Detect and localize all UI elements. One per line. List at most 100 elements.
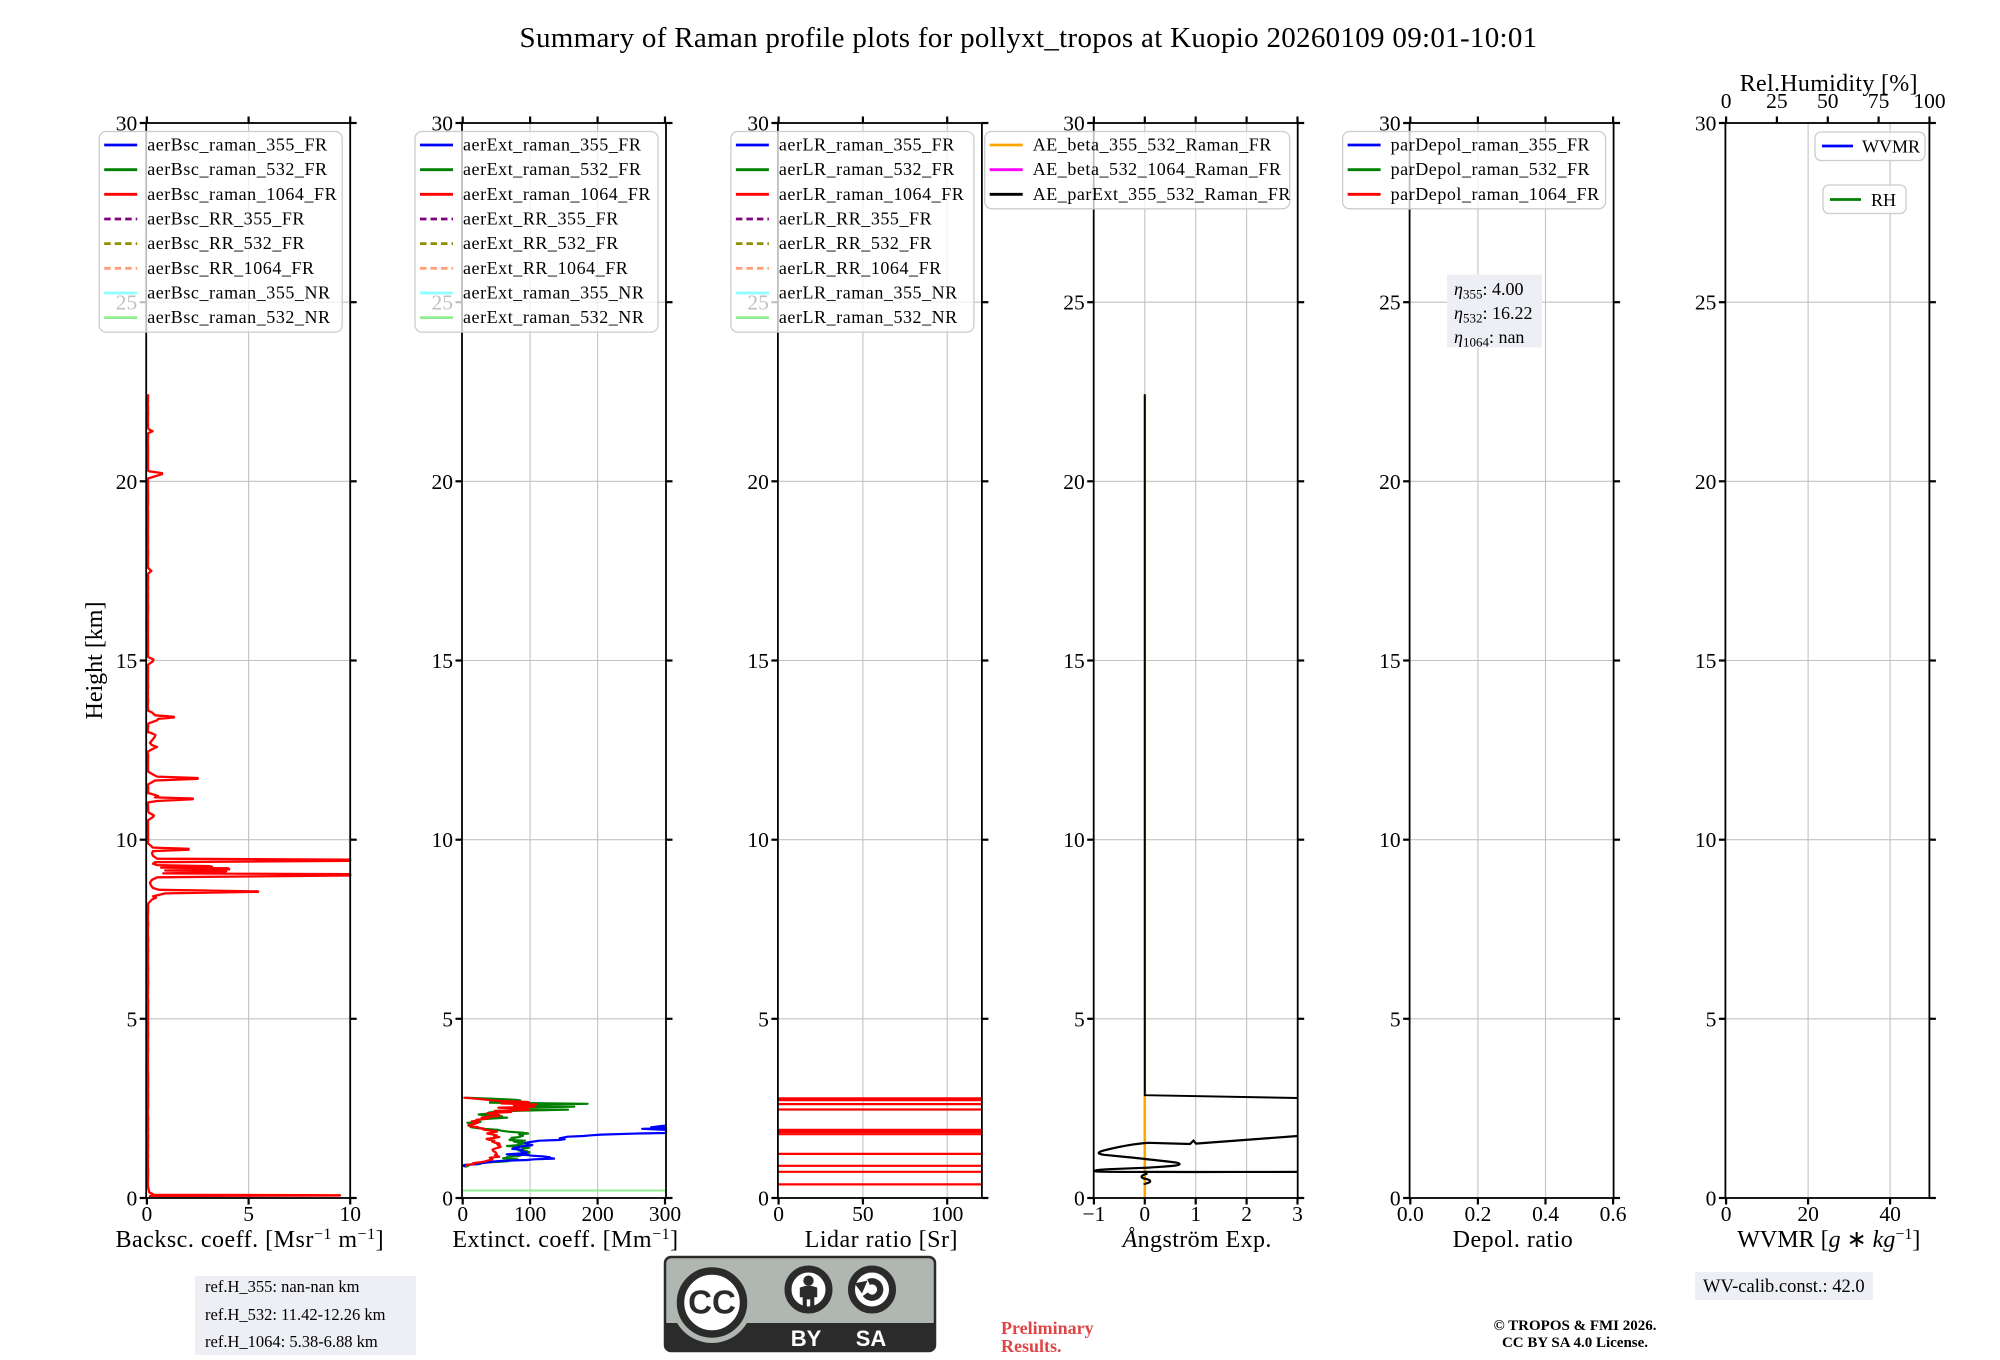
svg-text:aerBsc_RR_355_FR: aerBsc_RR_355_FR (147, 209, 305, 229)
svg-text:0: 0 (1721, 1202, 1732, 1226)
svg-text:1: 1 (1190, 1202, 1201, 1226)
svg-text:aerLR_raman_1064_FR: aerLR_raman_1064_FR (779, 184, 964, 204)
svg-text:aerBsc_RR_532_FR: aerBsc_RR_532_FR (147, 233, 305, 253)
svg-text:η1064: nan: η1064: nan (1454, 327, 1524, 350)
svg-text:5: 5 (442, 1007, 453, 1031)
svg-text:10: 10 (1379, 828, 1401, 852)
svg-text:20: 20 (432, 470, 454, 494)
svg-text:aerBsc_raman_355_FR: aerBsc_raman_355_FR (147, 135, 327, 155)
svg-text:0.2: 0.2 (1464, 1202, 1491, 1226)
svg-text:40: 40 (1879, 1202, 1901, 1226)
svg-text:5: 5 (1706, 1007, 1717, 1031)
svg-text:0: 0 (773, 1202, 784, 1226)
svg-text:20: 20 (116, 470, 138, 494)
svg-text:30: 30 (432, 112, 454, 136)
svg-text:0: 0 (1721, 89, 1732, 113)
svg-text:parDepol_raman_355_FR: parDepol_raman_355_FR (1391, 135, 1591, 155)
svg-text:20: 20 (1695, 470, 1717, 494)
svg-text:100: 100 (1913, 89, 1945, 113)
svg-text:5: 5 (243, 1202, 254, 1226)
svg-text:15: 15 (1695, 649, 1717, 673)
svg-text:15: 15 (747, 649, 769, 673)
svg-text:WV-calib.const.: 42.0: WV-calib.const.: 42.0 (1703, 1277, 1865, 1297)
svg-text:Rel.Humidity [%]: Rel.Humidity [%] (1740, 71, 1918, 97)
svg-text:50: 50 (852, 1202, 874, 1226)
svg-text:ref.H_532: 11.42-12.26 km: ref.H_532: 11.42-12.26 km (205, 1305, 386, 1324)
svg-text:aerLR_raman_532_NR: aerLR_raman_532_NR (779, 307, 958, 327)
svg-text:15: 15 (1379, 649, 1401, 673)
svg-text:0: 0 (1706, 1187, 1717, 1211)
svg-text:parDepol_raman_1064_FR: parDepol_raman_1064_FR (1391, 184, 1600, 204)
svg-text:30: 30 (1063, 112, 1085, 136)
svg-text:aerExt_RR_355_FR: aerExt_RR_355_FR (463, 209, 619, 229)
svg-text:aerBsc_raman_355_NR: aerBsc_raman_355_NR (147, 283, 330, 303)
svg-text:0.6: 0.6 (1600, 1202, 1627, 1226)
svg-text:aerExt_raman_355_NR: aerExt_raman_355_NR (463, 283, 644, 303)
svg-text:Summary of Raman profile plots: Summary of Raman profile plots for polly… (520, 22, 1538, 54)
svg-text:WVMR: WVMR (1862, 137, 1920, 157)
svg-text:2: 2 (1241, 1202, 1252, 1226)
svg-text:25: 25 (1766, 89, 1788, 113)
svg-text:0: 0 (442, 1187, 453, 1211)
svg-text:aerLR_RR_355_FR: aerLR_RR_355_FR (779, 209, 932, 229)
svg-text:0: 0 (1390, 1187, 1401, 1211)
svg-text:10: 10 (116, 828, 138, 852)
svg-text:5: 5 (1390, 1007, 1401, 1031)
svg-text:30: 30 (747, 112, 769, 136)
svg-text:aerExt_raman_532_FR: aerExt_raman_532_FR (463, 159, 641, 179)
svg-text:30: 30 (116, 112, 138, 136)
svg-text:aerBsc_RR_1064_FR: aerBsc_RR_1064_FR (147, 258, 314, 278)
svg-text:20: 20 (1379, 470, 1401, 494)
svg-text:ref.H_1064: 5.38-6.88 km: ref.H_1064: 5.38-6.88 km (205, 1332, 378, 1351)
svg-text:Extinct. coeff. [Mm−1]: Extinct. coeff. [Mm−1] (452, 1226, 678, 1254)
svg-text:Preliminary: Preliminary (1001, 1318, 1094, 1338)
svg-text:20: 20 (747, 470, 769, 494)
svg-text:10: 10 (747, 828, 769, 852)
svg-text:0: 0 (126, 1187, 137, 1211)
svg-text:parDepol_raman_532_FR: parDepol_raman_532_FR (1391, 159, 1591, 179)
svg-text:η355: 4.00: η355: 4.00 (1454, 279, 1523, 302)
svg-text:3: 3 (1292, 1202, 1303, 1226)
svg-text:aerExt_RR_532_FR: aerExt_RR_532_FR (463, 233, 619, 253)
svg-text:Height [km]: Height [km] (82, 602, 108, 720)
svg-text:ref.H_355: nan-nan km: ref.H_355: nan-nan km (205, 1277, 360, 1296)
svg-text:aerBsc_raman_532_NR: aerBsc_raman_532_NR (147, 307, 330, 327)
svg-text:75: 75 (1868, 89, 1890, 113)
svg-text:5: 5 (1074, 1007, 1085, 1031)
svg-text:300: 300 (649, 1202, 681, 1226)
svg-text:aerLR_RR_1064_FR: aerLR_RR_1064_FR (779, 258, 942, 278)
svg-text:aerLR_raman_355_FR: aerLR_raman_355_FR (779, 135, 955, 155)
svg-text:20: 20 (1797, 1202, 1819, 1226)
svg-text:25: 25 (1063, 291, 1085, 315)
svg-text:0: 0 (1074, 1187, 1085, 1211)
svg-text:aerExt_raman_1064_FR: aerExt_raman_1064_FR (463, 184, 651, 204)
svg-text:30: 30 (1695, 112, 1717, 136)
svg-text:AE_beta_355_532_Raman_FR: AE_beta_355_532_Raman_FR (1033, 135, 1272, 155)
svg-text:0.4: 0.4 (1532, 1202, 1559, 1226)
svg-text:SA: SA (856, 1326, 887, 1351)
svg-text:5: 5 (126, 1007, 137, 1031)
svg-text:25: 25 (1379, 291, 1401, 315)
svg-text:aerBsc_raman_1064_FR: aerBsc_raman_1064_FR (147, 184, 337, 204)
svg-text:15: 15 (116, 649, 138, 673)
svg-text:0: 0 (1139, 1202, 1150, 1226)
svg-text:aerBsc_raman_532_FR: aerBsc_raman_532_FR (147, 159, 327, 179)
svg-text:CC BY SA 4.0 License.: CC BY SA 4.0 License. (1502, 1335, 1648, 1351)
svg-text:aerLR_raman_532_FR: aerLR_raman_532_FR (779, 159, 955, 179)
svg-text:30: 30 (1379, 112, 1401, 136)
svg-text:Backsc. coeff. [Msr−1 m−1]: Backsc. coeff. [Msr−1 m−1] (116, 1226, 385, 1254)
svg-text:−1: −1 (1082, 1202, 1105, 1226)
svg-text:10: 10 (1695, 828, 1717, 852)
svg-text:0.0: 0.0 (1397, 1202, 1424, 1226)
svg-text:Ångström Exp.: Ångström Exp. (1121, 1227, 1272, 1253)
svg-text:AE_beta_532_1064_Raman_FR: AE_beta_532_1064_Raman_FR (1033, 159, 1282, 179)
svg-text:Depol. ratio: Depol. ratio (1453, 1227, 1574, 1253)
svg-text:η532: 16.22: η532: 16.22 (1454, 303, 1532, 326)
svg-text:15: 15 (1063, 649, 1085, 673)
svg-text:25: 25 (1695, 291, 1717, 315)
svg-text:Results.: Results. (1001, 1336, 1062, 1356)
svg-text:0: 0 (457, 1202, 468, 1226)
svg-text:AE_parExt_355_532_Raman_FR: AE_parExt_355_532_Raman_FR (1033, 184, 1291, 204)
svg-text:100: 100 (514, 1202, 546, 1226)
svg-text:aerExt_raman_355_FR: aerExt_raman_355_FR (463, 135, 641, 155)
